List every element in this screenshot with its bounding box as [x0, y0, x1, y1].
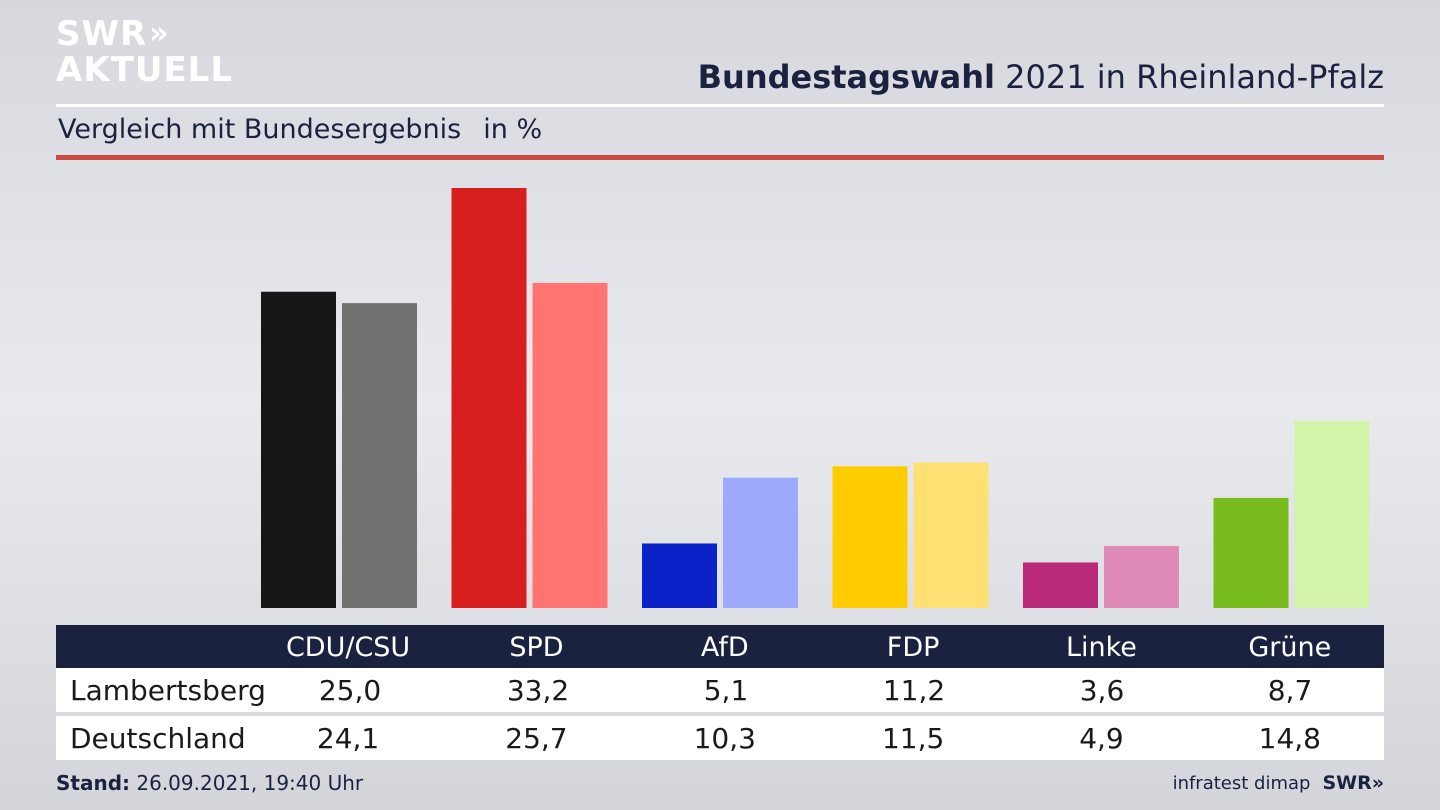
table-header-cell: CDU/CSU	[285, 632, 411, 663]
swr-aktuell-logo: SWR» AKTUELL	[56, 16, 233, 88]
stand-value: 26.09.2021, 19:40 Uhr	[136, 771, 364, 795]
stand-label: Stand:	[56, 771, 131, 795]
bar-linke-deutschland	[1104, 546, 1179, 608]
table-cell: 8,7	[1267, 673, 1313, 707]
bar-grüne-lambertsberg	[1213, 497, 1289, 608]
bar-grüne-deutschland	[1294, 420, 1370, 608]
subtitle-divider	[56, 155, 1384, 160]
table-cell: 25,7	[505, 721, 568, 755]
bar-chart	[261, 188, 1370, 608]
table-header-cell: FDP	[886, 632, 940, 663]
chart-subtitle: Vergleich mit Bundesergebnis in %	[58, 114, 542, 145]
bar-cdu-csu-lambertsberg	[261, 291, 336, 608]
bar-afd-lambertsberg	[642, 543, 717, 608]
bar-fdp-deutschland	[913, 462, 989, 608]
table-cell: 25,0	[318, 673, 382, 707]
subtitle-text: Vergleich mit Bundesergebnis	[58, 114, 462, 145]
table-row-label: Deutschland	[70, 721, 246, 755]
logo-swr-text: SWR	[56, 14, 148, 54]
table-header-row: CDU/CSU SPD AfD FDP Linke Grüne	[56, 625, 1384, 668]
table-header-cell: AfD	[700, 632, 749, 663]
table-cell: 5,1	[703, 673, 749, 707]
page-title: Bundestagswahl 2021 in Rheinland-Pfalz	[698, 58, 1384, 96]
page-title-bold: Bundestagswahl	[697, 58, 995, 96]
bar-linke-lambertsberg	[1023, 562, 1098, 608]
table-header-cell: Linke	[1065, 632, 1137, 663]
timestamp: Stand: 26.09.2021, 19:40 Uhr	[56, 771, 363, 795]
table-row: Lambertsberg 25,0 33,2 5,1 11,2 3,6 8,7	[56, 668, 1384, 712]
bar-spd-lambertsberg	[451, 188, 527, 608]
table-row: Deutschland 24,1 25,7 10,3 11,5 4,9 14,8	[56, 716, 1384, 760]
header-divider	[56, 104, 1384, 107]
logo-aktuell-text: AKTUELL	[56, 50, 234, 90]
table-cell: 24,1	[316, 721, 380, 755]
table-cell: 4,9	[1079, 721, 1124, 755]
table-cell: 14,8	[1258, 721, 1321, 755]
results-table: CDU/CSU SPD AfD FDP Linke Grüne Lamberts…	[56, 625, 1384, 760]
table-cell: 33,2	[506, 673, 570, 707]
bar-afd-deutschland	[723, 477, 798, 608]
swr-footer-logo: SWR»	[1322, 772, 1384, 794]
source-credit: infratest dimap SWR»	[1173, 772, 1384, 794]
table-cell: 11,5	[881, 721, 945, 755]
bar-cdu-csu-deutschland	[342, 303, 417, 608]
bar-spd-deutschland	[532, 282, 608, 608]
table-cell: 11,2	[882, 673, 946, 707]
page-title-rest: 2021 in Rheinland-Pfalz	[1005, 58, 1384, 96]
source-text: infratest dimap	[1172, 772, 1311, 794]
unit-label: in %	[483, 114, 543, 145]
table-header-cell: Grüne	[1248, 632, 1332, 663]
table-cell: 3,6	[1079, 673, 1125, 707]
logo-chevron-icon: »	[149, 16, 169, 51]
table-row-label: Lambertsberg	[70, 673, 266, 707]
table-cell: 10,3	[693, 721, 756, 755]
table-header-cell: SPD	[509, 632, 564, 663]
bar-fdp-lambertsberg	[832, 466, 908, 608]
